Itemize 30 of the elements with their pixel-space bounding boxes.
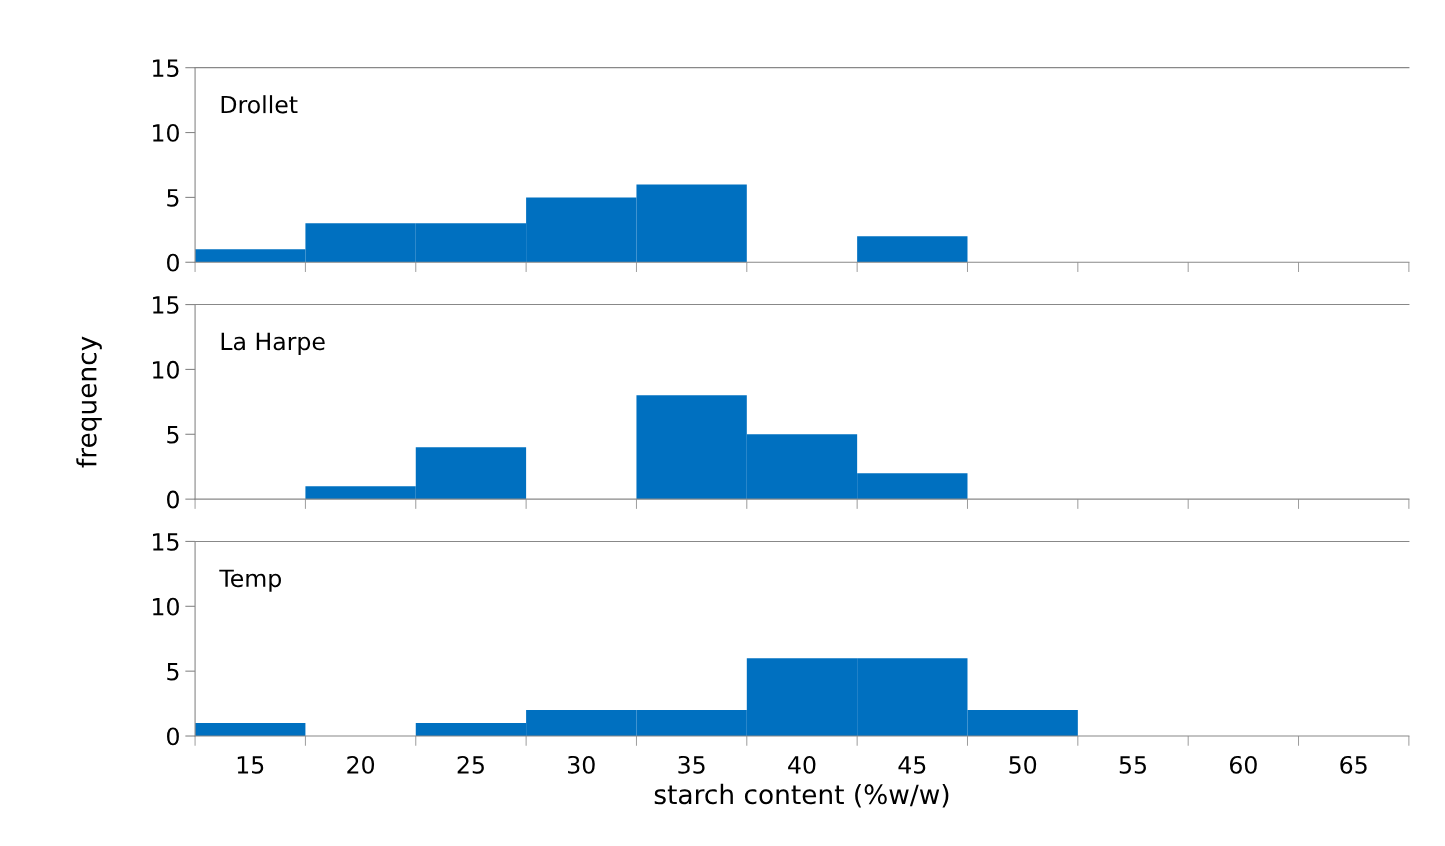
y-tick-label: 10 (153, 597, 179, 616)
x-tick-label: 45 (898, 756, 926, 774)
annotation: Drollet (221, 95, 298, 114)
x-tick-label: 20 (347, 755, 375, 774)
bar (195, 723, 306, 737)
y-tick-label: 0 (167, 727, 179, 746)
y-tick-label: 5 (167, 189, 179, 207)
bar (857, 236, 968, 263)
x-tick-label: 30 (568, 755, 595, 774)
annotation: Temp (219, 569, 281, 592)
y-tick-label: 5 (167, 426, 179, 444)
y-tick-label: 15 (153, 296, 179, 314)
x-tick-label: 50 (1009, 755, 1037, 774)
x-tick-label: 55 (1119, 756, 1146, 774)
x-tick-label: 25 (457, 755, 484, 774)
x-tick-label: 40 (788, 755, 816, 774)
y-tick-label: 10 (153, 123, 179, 142)
y-tick-label: 0 (167, 490, 179, 509)
x-tick-label: 65 (1340, 755, 1367, 774)
x-tick-label: 35 (678, 755, 705, 774)
annotation: La Harpe (221, 332, 325, 355)
x-tick-label: 60 (1229, 755, 1257, 774)
y-tick-label: 5 (167, 662, 179, 681)
x-tick-label: 15 (237, 756, 264, 774)
x-axis-title: starch content (%w/w) (654, 783, 949, 808)
y-axis-title: frequency (76, 336, 102, 468)
y-tick-label: 0 (167, 253, 179, 272)
y-tick-label: 10 (153, 360, 179, 379)
y-tick-label: 15 (153, 533, 179, 551)
y-tick-label: 15 (153, 59, 179, 77)
